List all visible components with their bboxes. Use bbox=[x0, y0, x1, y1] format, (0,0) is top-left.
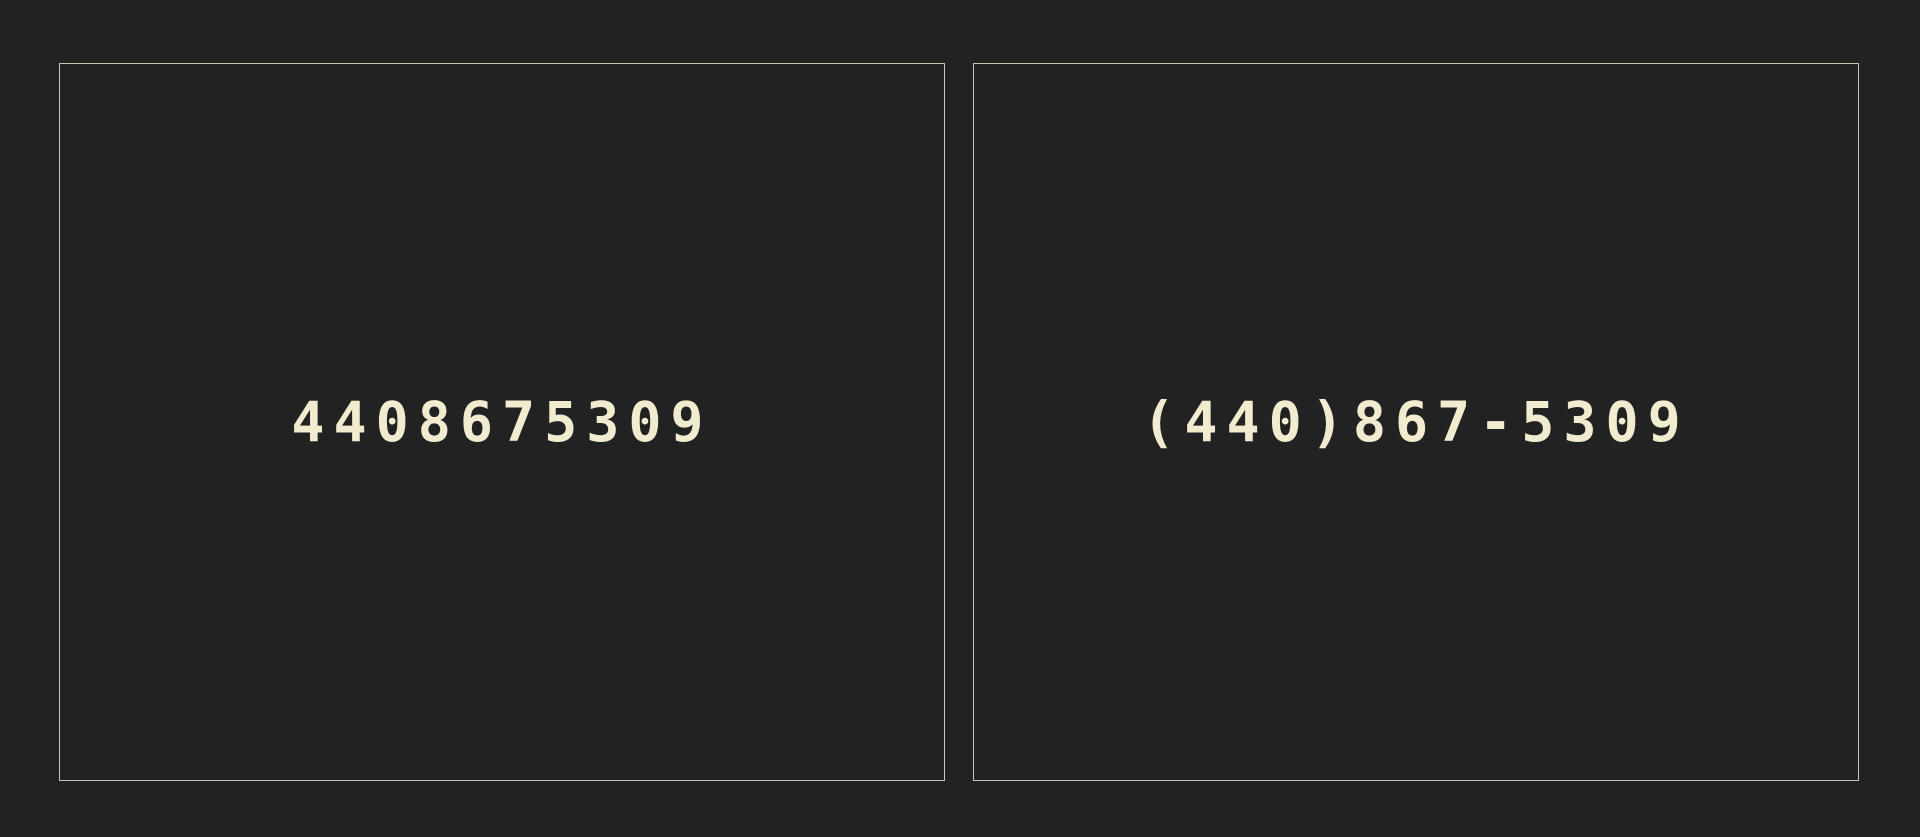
raw-phone-number-text: 4408675309 bbox=[291, 390, 713, 454]
formatted-phone-number-text: (440)867-5309 bbox=[1142, 390, 1690, 454]
formatted-number-panel: (440)867-5309 bbox=[973, 63, 1859, 781]
raw-number-panel: 4408675309 bbox=[59, 63, 945, 781]
